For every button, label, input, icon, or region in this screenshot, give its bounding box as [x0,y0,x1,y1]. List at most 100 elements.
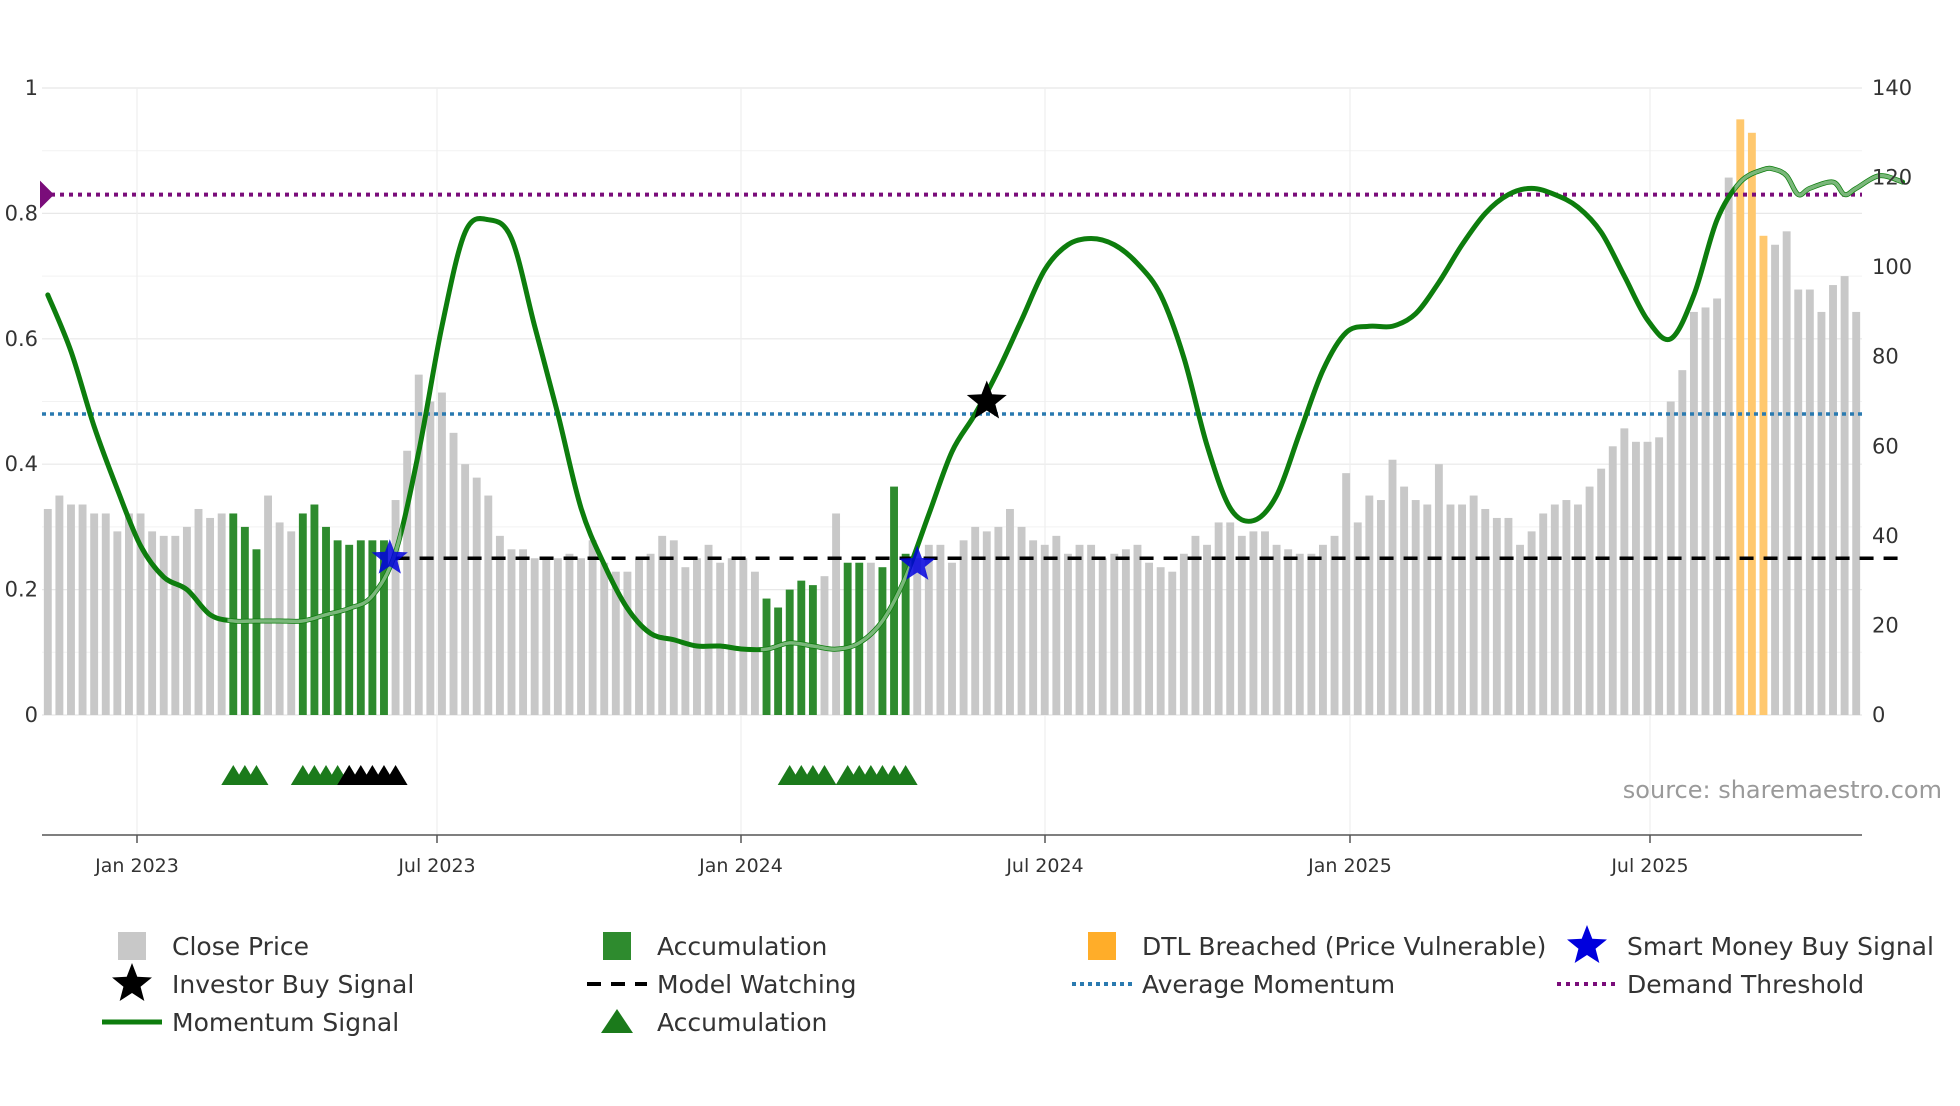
close-price-bar [1840,276,1849,715]
legend-item: DTL Breached (Price Vulnerable) [1088,932,1546,961]
right-tick-label: 140 [1872,76,1912,100]
close-price-bar [600,562,609,715]
accumulation-bar [808,585,817,715]
close-price-bar [565,553,574,715]
reference-lines [40,180,1903,560]
right-tick-label: 0 [1872,703,1885,727]
close-price-bar [1400,486,1409,715]
close-price-bar [1469,495,1478,715]
close-price-bar [623,571,632,715]
close-price-bar [1179,553,1188,715]
legend-label: Demand Threshold [1627,970,1864,999]
close-price-bar [1539,513,1548,715]
x-tick-label: Jan 2024 [698,855,783,877]
close-price-bar [1133,544,1142,715]
close-price-bar [1724,177,1733,716]
close-price-bar [1145,562,1154,715]
legend-label: Close Price [172,932,309,961]
black-star-icon [112,963,152,1001]
close-price-bar [1121,549,1130,715]
close-price-bar [1805,289,1814,715]
left-tick-label: 0.6 [5,327,38,351]
close-price-bar [414,374,423,715]
close-price-bar [1284,549,1293,715]
close-price-bar [1574,504,1582,715]
close-price-bar [1098,558,1107,715]
threshold-marker-icon [40,180,54,209]
close-price-bar [1191,535,1200,715]
close-price-bar [936,544,945,715]
close-price-bar [182,526,191,715]
close-price-bar [78,504,87,715]
legend-item: Model Watching [587,970,857,999]
accumulation-bar [797,580,806,715]
close-price-bar [1203,544,1211,715]
right-tick-label: 120 [1872,166,1912,190]
x-tick-label: Jul 2023 [397,855,475,877]
smart-money-buy-star-icon [899,545,936,580]
accumulation-bar [901,553,910,715]
blue-star-icon [1567,925,1607,963]
close-price-bar [530,558,539,715]
close-price-bar [1701,307,1710,715]
close-price-bar [171,535,180,715]
close-price-bar [148,531,157,715]
close-price-bar [1481,508,1490,715]
accumulation-bar [252,549,261,715]
close-price-bar [1272,544,1281,715]
accumulation-bar [785,589,794,715]
gray-square-icon [118,932,146,960]
close-price-bar [1550,504,1559,715]
close-price-bar [1829,285,1837,715]
close-price-bar [507,549,516,715]
accumulation-bar [310,504,319,715]
accumulation-bar [774,607,783,715]
close-price-bar [727,558,736,715]
legend-item: Close Price [118,932,309,961]
close-price-bar [1597,468,1606,715]
accumulation-bar [298,513,307,715]
green-triangle-icon [601,1009,633,1033]
close-price-bar [1434,464,1443,715]
close-price-bar [982,531,991,715]
close-price-bar [1689,311,1698,715]
close-price-bar [194,508,203,715]
close-price-bar [739,558,748,715]
close-price-bar [1411,500,1420,715]
close-price-bar [403,450,412,715]
legend-label: Accumulation [657,932,827,961]
accumulation-bar [380,540,388,715]
close-price-bar [1156,567,1165,715]
close-price-bar [913,558,922,715]
close-price-bar [1214,522,1223,715]
close-price-bar [1771,244,1779,715]
legend-label: DTL Breached (Price Vulnerable) [1142,932,1546,961]
close-price-bar [113,531,122,715]
close-price-bar [1585,486,1594,715]
source-label: source: sharemaestro.com [1623,776,1942,804]
close-price-bar [1388,459,1397,715]
orange-square-icon [1088,932,1116,960]
close-price-bar [611,571,620,715]
accumulation-bar [878,567,887,715]
close-price-bar [1226,522,1235,715]
close-price-bar [1075,544,1084,715]
smart-money-buy-star-icon [371,539,408,574]
close-price-bar [495,535,504,715]
x-tick-label: Jul 2024 [1005,855,1083,877]
close-price-bar [1562,500,1571,715]
accumulation-triangle-icon [244,765,269,785]
legend-item: Demand Threshold [1557,970,1864,999]
close-price-bar [67,504,75,715]
close-price-bar [484,495,493,715]
close-price-bar [1110,553,1119,715]
right-tick-label: 100 [1872,255,1912,279]
close-price-bar [704,544,713,715]
close-price-bar [55,495,64,715]
legend-label: Model Watching [657,970,857,999]
close-price-bar [1620,428,1629,715]
momentum-line [45,165,1906,653]
accumulation-bar [333,540,342,715]
